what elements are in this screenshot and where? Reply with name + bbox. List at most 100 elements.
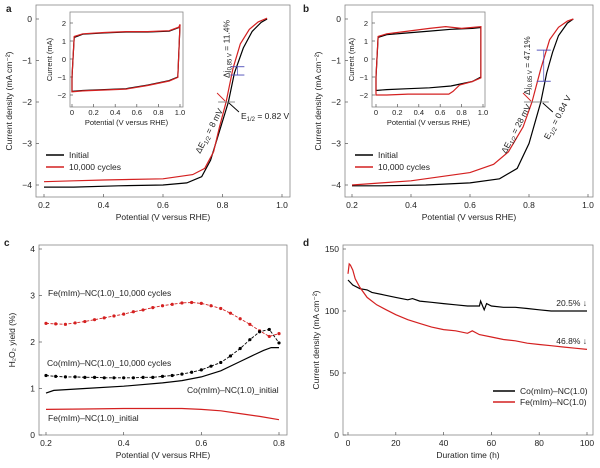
panel-a: a 0.2 0.4 0.6 0.8 1.0 0 −1 −2 −3 −4 Potential (V ve… [4, 4, 291, 222]
y-axis-label: Current density (mA cm⁻²) [311, 290, 321, 389]
data-point [83, 375, 87, 379]
x-tick-label: 0.2 [38, 200, 50, 210]
data-point [92, 375, 97, 379]
series-line-1 [45, 328, 280, 379]
y-tick-label: 0 [27, 14, 32, 24]
data-point [228, 311, 233, 315]
y-tick-label: −3 [331, 139, 341, 149]
x-tick-label: 1.0 [175, 108, 185, 117]
data-point [141, 375, 145, 379]
x-tick-label: 100 [580, 438, 594, 448]
x-tick-label: 0.4 [414, 108, 424, 117]
y-tick-label: 0 [336, 14, 341, 24]
data-point [131, 376, 135, 380]
data-point [54, 322, 58, 326]
annotation-text: = 11.4% [221, 19, 231, 53]
annotation: ΔE1/2 = 8 mV [193, 106, 227, 155]
x-axis-label: Potential (V versus RHE) [387, 118, 471, 127]
data-point [151, 305, 155, 310]
annotation-text: Δj [221, 70, 231, 78]
data-point [141, 308, 145, 312]
y-tick-label: −1 [57, 73, 66, 82]
series-line-2 [45, 347, 279, 394]
x-tick-label: 0 [374, 108, 378, 117]
annotation-subscript: 1/2 [247, 117, 256, 123]
x-tick-label: 0.8 [456, 108, 466, 117]
y-tick-label: −4 [22, 180, 32, 190]
legend-label: 10,000 cycles [69, 162, 121, 172]
legend-label: Co(mIm)–NC(1.0) [520, 386, 588, 396]
data-point [209, 304, 213, 308]
annotation-subscript: 1/2 [510, 135, 520, 146]
x-tick-label: 0.8 [153, 108, 163, 117]
annotation-text: ΔE [193, 140, 207, 155]
x-tick-label: 1.0 [582, 200, 594, 210]
y-tick-label: 100 [325, 306, 339, 316]
black-arrow-icon [542, 102, 554, 113]
x-tick-label: 0.4 [110, 108, 120, 117]
red-arrow-icon [216, 92, 226, 102]
series-line-1 [347, 262, 588, 350]
y-tick-label: 3 [30, 291, 35, 301]
inset-cv-plot: 0 0.2 0.4 0.6 0.8 1.0 2 1 0 −1 −2 Potential (V vers… [45, 11, 185, 127]
legend-label: Initial [69, 150, 89, 160]
annotation-subscript: 0.85 V [227, 53, 233, 70]
x-tick-label: 0 [70, 108, 74, 117]
annotation-subscript: 1/2 [204, 135, 214, 146]
series-label: Co(mIm)–NC(1.0)_initial [187, 385, 279, 395]
annotation-text: E [542, 131, 554, 141]
plot-frame [342, 244, 594, 436]
annotation: Δj0.85 V = 11.4% [221, 19, 233, 78]
y-tick-label: 2 [364, 19, 368, 28]
y-tick-label: 2 [62, 19, 66, 28]
data-point [267, 334, 271, 339]
y-tick-label: −1 [22, 56, 32, 66]
co-drop-annotation: 20.5% ↓ [556, 298, 587, 308]
y-tick-label: 0 [364, 55, 368, 64]
y-tick-label: −2 [331, 97, 341, 107]
data-point [190, 300, 194, 305]
fe-drop-annotation: 46.8% ↓ [556, 336, 587, 346]
data-point [73, 375, 77, 379]
data-point [190, 370, 194, 374]
data-point [102, 376, 106, 380]
series-line-3 [45, 407, 280, 421]
data-point [112, 376, 116, 380]
plot-frame [371, 11, 486, 108]
y-axis-label: Current (mA) [347, 37, 356, 81]
data-point [219, 306, 223, 311]
x-tick-label: 0.6 [195, 438, 207, 448]
x-tick-label: 1.0 [276, 200, 288, 210]
series-label: Fe(mIm)–NC(1.0)_10,000 cycles [48, 288, 171, 298]
y-tick-label: −1 [359, 73, 368, 82]
plot-frame [38, 244, 288, 436]
y-tick-label: 0 [30, 430, 35, 440]
y-tick-label: 150 [325, 244, 339, 254]
data-point [44, 321, 48, 325]
y-tick-label: −4 [331, 180, 341, 190]
data-point [238, 317, 242, 321]
x-axis-label: Duration time (h) [436, 450, 499, 460]
y-axis-label: Current (mA) [45, 37, 54, 81]
x-tick-label: 0 [346, 438, 351, 448]
x-tick-label: 0.6 [132, 108, 142, 117]
data-point [219, 360, 223, 365]
inset-cv-plot: 0 0.2 0.4 0.6 0.8 1.0 2 1 0 −1 −2 Potential (V vers… [347, 11, 488, 127]
x-axis-label: Potential (V versus RHE) [422, 212, 517, 222]
annotation: Δj0.85 V = 47.1% [522, 36, 534, 95]
panel-b: b 0.2 0.4 0.6 0.8 1.0 0 −1 −2 −3 −4 Potential (V ve… [303, 4, 594, 222]
data-point [54, 374, 58, 379]
x-tick-label: 0.6 [435, 108, 445, 117]
series-label: Fe(mIm)–NC(1.0)_initial [48, 413, 139, 423]
data-point [131, 310, 135, 314]
annotation-text: = 28 mV [508, 102, 533, 137]
data-point [83, 319, 87, 324]
x-tick-label: 0.6 [464, 200, 476, 210]
y-tick-label: 0 [334, 430, 339, 440]
data-point [277, 341, 281, 345]
x-tick-label: 0.2 [346, 200, 358, 210]
series-line-0 [347, 279, 587, 312]
series-line-0 [71, 24, 181, 93]
y-tick-label: −1 [331, 56, 341, 66]
